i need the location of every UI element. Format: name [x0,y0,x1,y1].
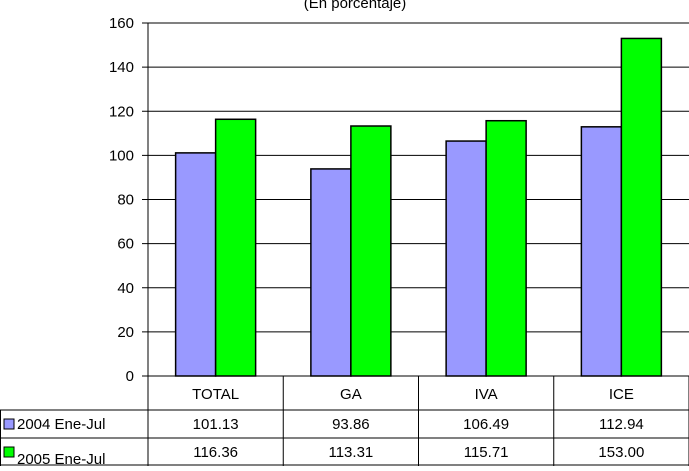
bar-series2 [485,119,527,377]
series-name: 2004 Ene-Jul [17,416,105,433]
legend-key [3,418,15,430]
data-label: 116.36 [193,444,238,461]
category-label: ICE [609,386,634,403]
y-tick-label: 120 [109,103,134,120]
bar-series1 [580,126,623,377]
y-tick-label: 0 [126,368,134,385]
data-label: 106.49 [463,416,509,433]
bar-series2 [620,37,663,377]
y-tick-label: 80 [117,192,134,209]
axis-layer: 0 20 40 60 80 100 120 140 160 [109,15,149,385]
y-tick-label: 20 [117,324,134,341]
chart-subtitle: (En porcentaje) [304,0,407,12]
data-label: 113.31 [328,444,373,461]
bars-layer [174,37,663,377]
series-name: 2005 Ene-Jul [17,451,105,466]
data-label: 112.94 [599,416,644,433]
data-label: 93.86 [332,416,370,433]
bar-series1 [310,168,352,377]
y-tick-label: 60 [117,236,134,253]
y-tick-label: 140 [109,59,134,76]
data-label: 115.71 [464,444,509,461]
bar-series1 [174,152,217,377]
y-tick-label: 40 [117,280,134,297]
data-label: 101.13 [193,416,239,433]
legend-key [3,446,15,458]
y-tick-label: 100 [109,147,134,164]
data-label: 153.00 [598,444,644,461]
category-label: IVA [475,386,498,403]
y-tick-label: 160 [109,15,134,32]
category-label: GA [340,386,362,403]
category-label: TOTAL [192,386,239,403]
bar-series2 [350,125,392,377]
bar-series1 [445,140,487,377]
data-table: TOTAL GA IVA ICE 2004 Ene-Jul 101.13 93.86 106.… [0,375,689,468]
bar-series2 [214,118,257,377]
